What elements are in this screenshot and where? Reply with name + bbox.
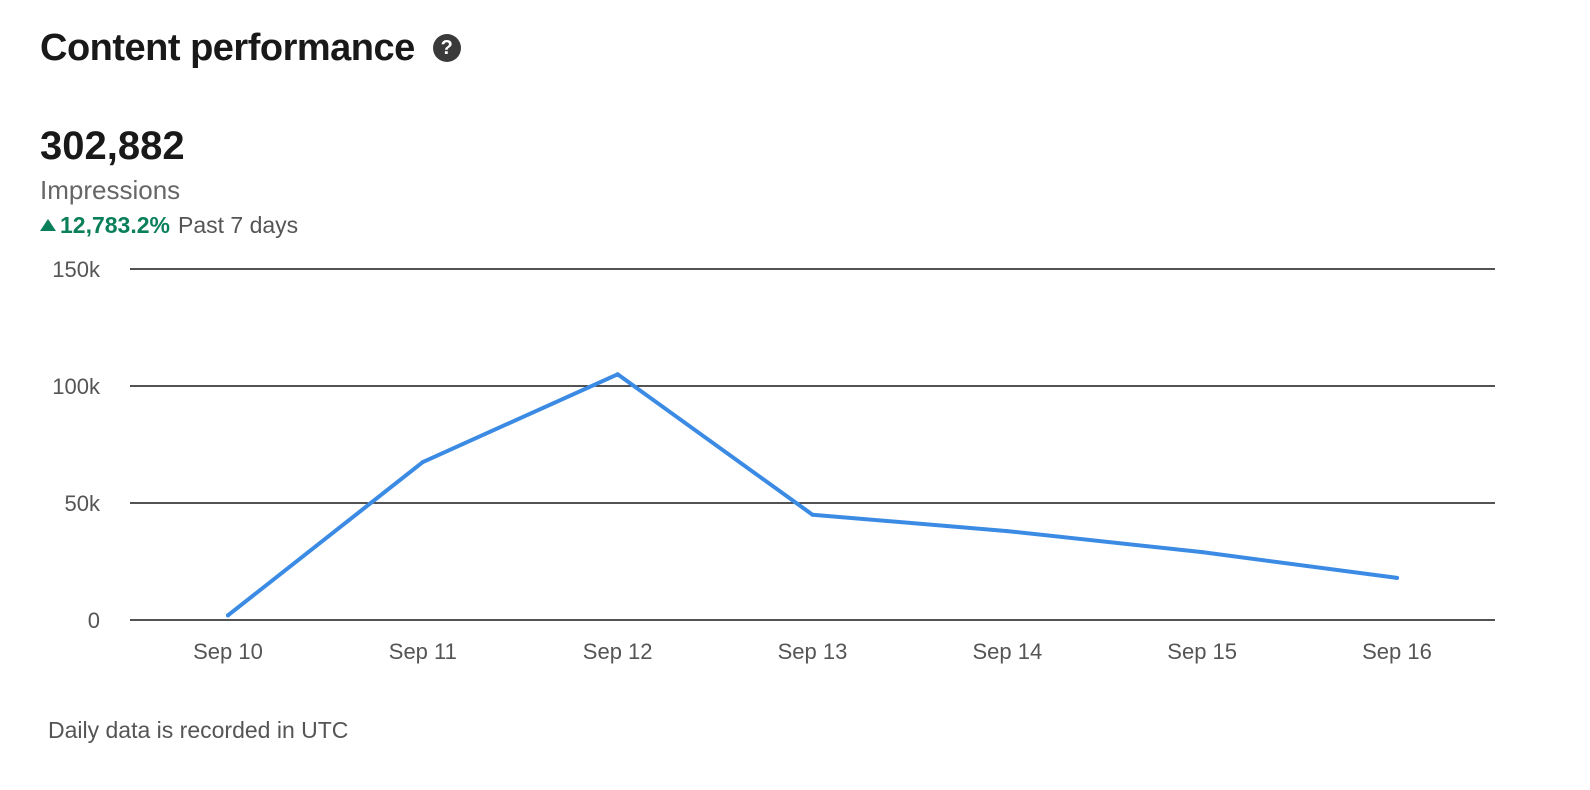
data-point[interactable]: [1005, 529, 1010, 534]
data-point[interactable]: [615, 372, 620, 377]
page-title: Content performance: [40, 27, 415, 69]
y-tick-label: 50k: [65, 491, 101, 516]
y-tick-label: 0: [88, 608, 100, 633]
change-percentage: 12,783.2%: [60, 212, 170, 238]
x-tick-label: Sep 14: [972, 639, 1042, 664]
data-point[interactable]: [226, 613, 230, 618]
data-point[interactable]: [1200, 550, 1205, 555]
change-period: Past 7 days: [177, 212, 299, 238]
impressions-label: Impressions: [40, 175, 181, 205]
change-row: 12,783.2% Past 7 days: [40, 210, 298, 240]
impressions-line-chart: 0 50k 100k 150k Sep 10 Sep 11 Sep 12 Sep 13 Sep …: [52, 257, 1495, 664]
x-tick-label: Sep 16: [1362, 639, 1432, 664]
x-tick-label: Sep 11: [389, 639, 457, 664]
question-circle-icon[interactable]: ?: [432, 34, 461, 62]
impressions-total: 302,882: [40, 124, 185, 168]
header: Content performance ?: [40, 24, 461, 72]
y-tick-label: 100k: [52, 374, 101, 399]
x-tick-label: Sep 10: [193, 639, 263, 664]
x-tick-label: Sep 15: [1167, 639, 1237, 664]
x-tick-label: Sep 13: [778, 639, 848, 664]
data-point[interactable]: [420, 460, 425, 465]
utc-footnote: Daily data is recorded in UTC: [48, 717, 349, 743]
y-tick-label: 150k: [52, 257, 101, 282]
x-tick-label: Sep 12: [583, 639, 653, 664]
data-point[interactable]: [810, 512, 815, 517]
data-point[interactable]: [1395, 575, 1399, 580]
arrow-up-icon: [40, 219, 56, 231]
impressions-series-line[interactable]: [226, 372, 1399, 618]
